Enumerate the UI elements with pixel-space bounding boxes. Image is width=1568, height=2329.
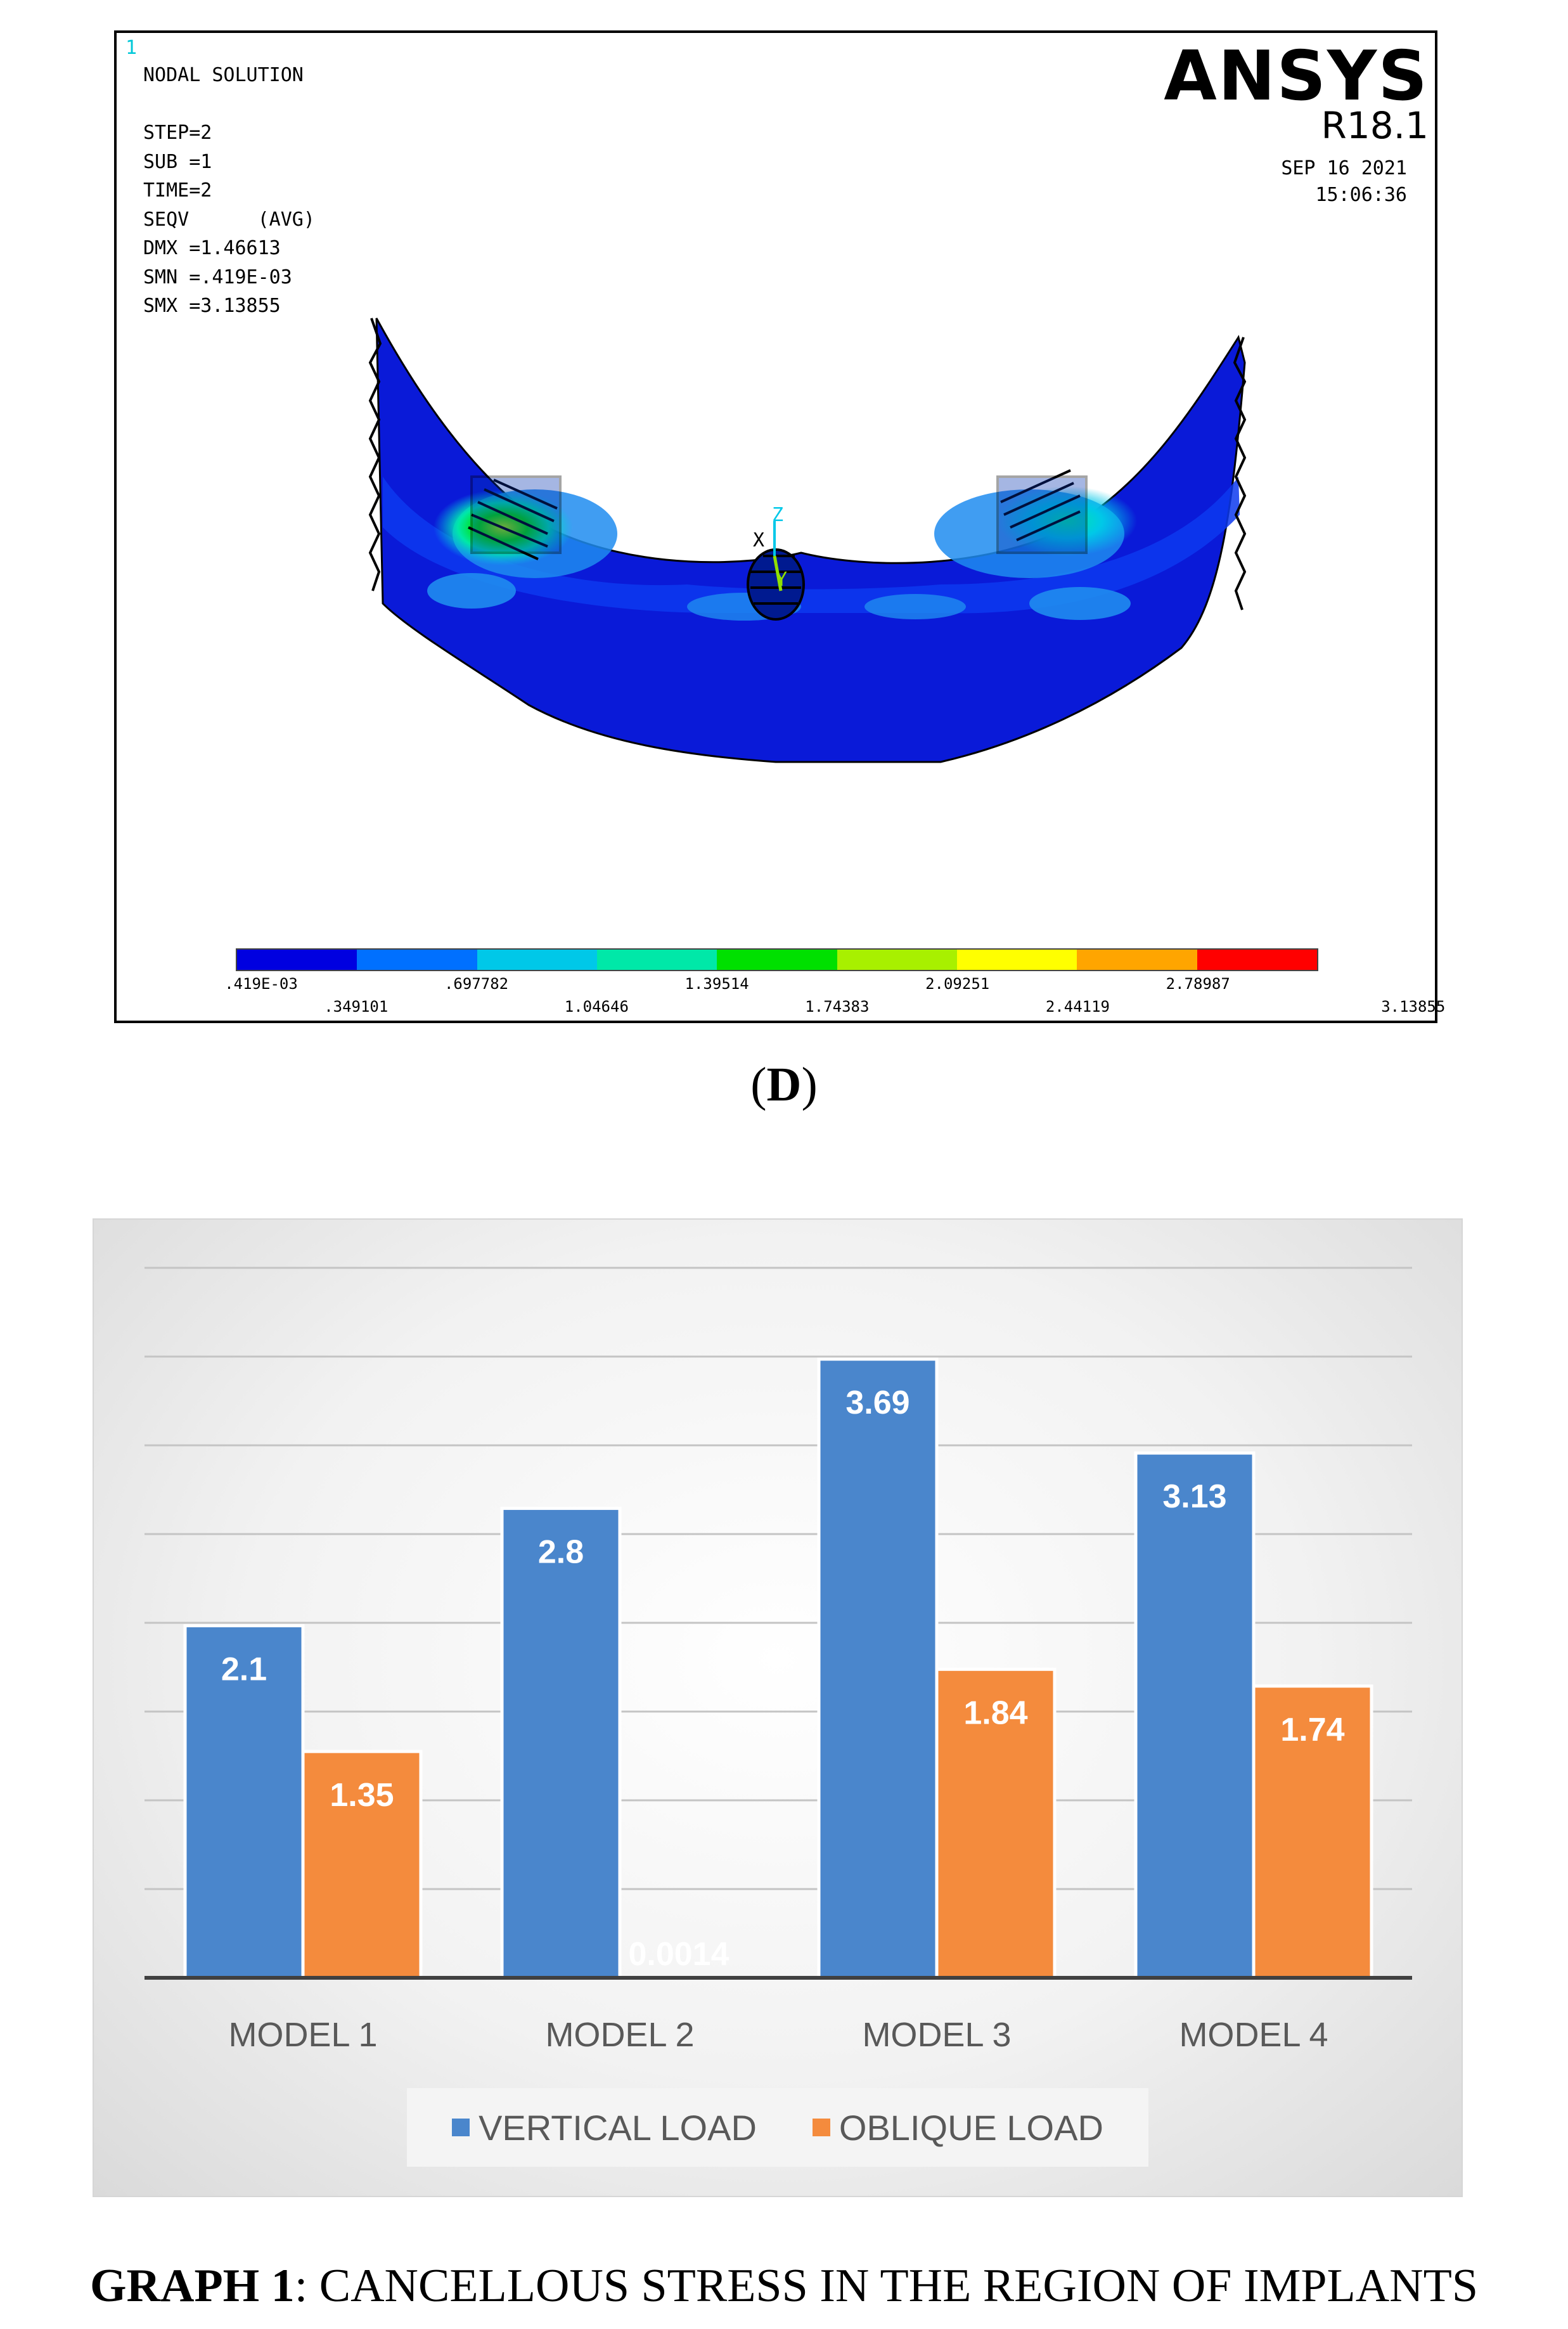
- bar-oblique: [1252, 1684, 1373, 1980]
- contour-legend-value: 2.09251: [925, 975, 990, 993]
- bar-data-label: 2.8: [538, 1533, 584, 1570]
- bar-data-label: 1.35: [330, 1777, 394, 1814]
- contour-legend-value: 1.74383: [805, 998, 870, 1016]
- contour-legend-value: 1.04646: [564, 998, 629, 1016]
- category-label: MODEL 2: [545, 2016, 694, 2054]
- solution-info-line: DMX =1.46613: [143, 237, 281, 259]
- ansys-version: R18.1: [1321, 104, 1429, 147]
- result-time: 15:06:36: [1315, 184, 1408, 206]
- bar-chart: 2.1 1.35 MODEL 1 2.8 0.0014 MODEL 2 3.69 1.84 MO…: [145, 1267, 1412, 2054]
- bar-data-label: 1.74: [1280, 1712, 1344, 1748]
- solution-info-line: STEP=2: [143, 122, 212, 144]
- axis-z-label: Z: [772, 504, 783, 526]
- mandible-stress-model: X Z Y: [368, 318, 1247, 763]
- solution-info-line: SMN =.419E-03: [143, 266, 292, 288]
- mandible-body: [375, 318, 1246, 763]
- contour-legend-value: 2.44119: [1045, 998, 1110, 1016]
- window-number: 1: [125, 37, 138, 59]
- contour-legend-value: .349101: [324, 998, 389, 1016]
- bar-chart-panel: 2.1 1.35 MODEL 1 2.8 0.0014 MODEL 2 3.69 1.84 MO…: [93, 1218, 1463, 2197]
- contour-color-band: [717, 950, 837, 970]
- chart-legend: VERTICAL LOAD OBLIQUE LOAD: [407, 2088, 1148, 2167]
- contour-legend-value: .419E-03: [224, 975, 298, 993]
- bar-data-label: 1.84: [963, 1694, 1027, 1731]
- legend-item-oblique: OBLIQUE LOAD: [812, 2107, 1103, 2148]
- bar-data-label: 2.1: [221, 1651, 267, 1688]
- result-date: SEP 16 2021: [1281, 157, 1407, 179]
- contour-legend-value: 3.13855: [1381, 998, 1446, 1016]
- solution-info: NODAL SOLUTION STEP=2 SUB =1 TIME=2 SEQV (A…: [143, 61, 315, 321]
- legend-swatch-oblique: [812, 2119, 830, 2136]
- panel-label: (D): [750, 1058, 818, 1111]
- bar-vertical: [817, 1357, 939, 1980]
- chart-caption: GRAPH 1: CANCELLOUS STRESS IN THE REGION…: [90, 2260, 1478, 2312]
- coordinate-triad: X Z Y: [753, 504, 795, 591]
- solution-info-line: SUB =1: [143, 150, 212, 173]
- solution-info-line: SMX =3.13855: [143, 295, 281, 317]
- bar-vertical: [500, 1506, 622, 1980]
- bar-oblique: [935, 1667, 1057, 1980]
- category-label: MODEL 3: [862, 2016, 1011, 2054]
- ansys-brand: ANSYS: [1164, 37, 1429, 116]
- category-label: MODEL 1: [228, 2016, 377, 2054]
- bar-data-label: 3.13: [1162, 1478, 1226, 1515]
- contour-color-band: [357, 950, 477, 970]
- implant-left: [468, 475, 562, 560]
- contour-color-band: [1077, 950, 1197, 970]
- solution-info-line: TIME=2: [143, 179, 212, 202]
- bar-vertical: [1134, 1451, 1256, 1980]
- axis-x-label: X: [753, 529, 764, 552]
- contour-legend-value: .697782: [444, 975, 509, 993]
- contour-color-band: [477, 950, 597, 970]
- contour-color-band: [1197, 950, 1317, 970]
- bar-oblique: [301, 1750, 423, 1980]
- contour-color-band: [596, 950, 717, 970]
- contour-color-band: [956, 950, 1077, 970]
- contour-color-band: [237, 950, 357, 970]
- bar-data-label: 0.0014: [628, 1936, 729, 1973]
- contour-color-legend: [236, 948, 1318, 971]
- bar-vertical: [183, 1624, 305, 1980]
- contour-legend-value: 2.78987: [1166, 975, 1230, 993]
- implant-right: [996, 469, 1088, 554]
- solution-info-line: NODAL SOLUTION: [143, 64, 304, 86]
- legend-label-vertical: VERTICAL LOAD: [479, 2107, 757, 2148]
- legend-label-oblique: OBLIQUE LOAD: [839, 2107, 1103, 2148]
- contour-legend-value: 1.39514: [684, 975, 749, 993]
- legend-swatch-vertical: [452, 2119, 470, 2136]
- ansys-result-panel: 1 NODAL SOLUTION STEP=2 SUB =1 TIME=2 SEQV …: [114, 30, 1445, 1023]
- solution-info-line: SEQV (AVG): [143, 208, 315, 231]
- legend-item-vertical: VERTICAL LOAD: [452, 2107, 757, 2148]
- axis-y-label: Y: [776, 569, 787, 591]
- category-label: MODEL 4: [1179, 2016, 1328, 2054]
- bar-data-label: 3.69: [845, 1384, 909, 1421]
- contour-color-band: [837, 950, 957, 970]
